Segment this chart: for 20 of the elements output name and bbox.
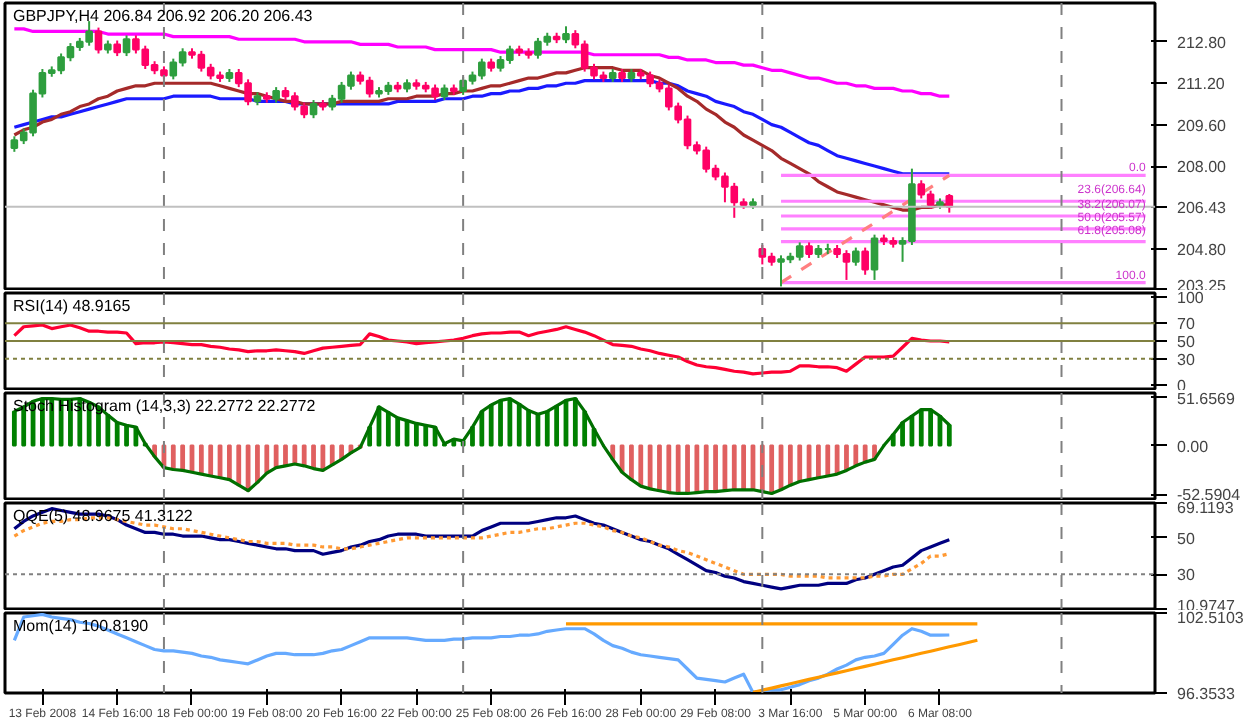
y-tick-label: 209.60: [1177, 116, 1228, 135]
y-tick-label: 50: [1177, 333, 1196, 351]
y-tick-label: 212.80: [1177, 33, 1228, 52]
y-tick-label: 206.43: [1177, 198, 1228, 217]
y-tick-label: 208.00: [1177, 158, 1228, 177]
y-tick-label: 96.3533: [1177, 685, 1236, 703]
y-tick-label: 30: [1177, 566, 1196, 585]
y-tick-label: 70: [1177, 315, 1196, 334]
y-tick-label: 30: [1177, 350, 1196, 369]
y-tick-label: 204.80: [1177, 240, 1228, 259]
y-tick-label: 69.1193: [1177, 499, 1235, 517]
y-tick-label: 100: [1177, 289, 1205, 307]
chart-title: RSI(14) 48.9165: [13, 297, 132, 315]
y-tick-label: 51.6569: [1177, 389, 1236, 408]
y-tick-label: 50: [1177, 529, 1196, 548]
chart-title: GBPJPY,H4 206.84 206.92 206.20 206.43: [13, 7, 314, 25]
y-tick-label: -52.5904: [1177, 486, 1242, 505]
y-tick-label: 102.5103: [1177, 609, 1245, 627]
y-tick-label: 0.00: [1177, 437, 1210, 456]
y-tick-label: 211.20: [1177, 75, 1226, 94]
